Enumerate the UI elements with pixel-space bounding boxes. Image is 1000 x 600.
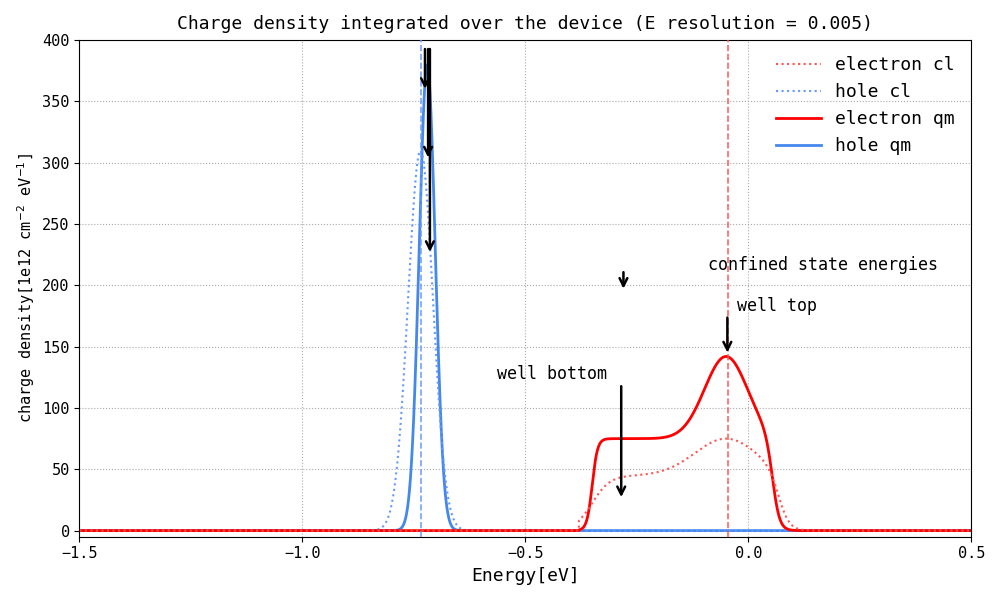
Line: electron qm: electron qm: [79, 356, 971, 530]
electron cl: [712, 436, 724, 443]
electron cl: [908, 527, 920, 534]
hole cl: [495, 527, 507, 534]
hole cl: [415, 147, 427, 154]
electron cl: [73, 527, 85, 534]
electron cl: [720, 435, 732, 442]
electron qm: [965, 527, 977, 534]
hole qm: [908, 527, 920, 534]
Text: confined state energies: confined state energies: [708, 256, 938, 274]
electron qm: [712, 358, 724, 365]
Text: well bottom: well bottom: [497, 365, 607, 383]
hole qm: [965, 527, 977, 534]
hole qm: [613, 527, 625, 534]
Line: hole cl: hole cl: [79, 151, 971, 530]
hole qm: [712, 527, 724, 534]
hole cl: [646, 527, 658, 534]
electron qm: [646, 435, 658, 442]
X-axis label: Energy[eV]: Energy[eV]: [471, 567, 580, 585]
electron qm: [495, 527, 507, 534]
hole qm: [421, 61, 433, 68]
hole cl: [296, 527, 308, 534]
electron qm: [908, 527, 920, 534]
Legend: electron cl, hole cl, electron qm, hole qm: electron cl, hole cl, electron qm, hole …: [769, 49, 962, 163]
Text: well top: well top: [737, 297, 817, 315]
electron qm: [720, 353, 732, 360]
electron qm: [73, 527, 85, 534]
electron cl: [495, 527, 507, 534]
electron cl: [646, 470, 658, 477]
hole cl: [908, 527, 920, 534]
Line: hole qm: hole qm: [79, 65, 971, 530]
electron cl: [613, 475, 625, 482]
Line: electron cl: electron cl: [79, 439, 971, 530]
electron cl: [296, 527, 308, 534]
hole qm: [73, 527, 85, 534]
hole cl: [965, 527, 977, 534]
electron cl: [965, 527, 977, 534]
hole cl: [613, 527, 625, 534]
hole cl: [73, 527, 85, 534]
electron qm: [613, 435, 625, 442]
Title: Charge density integrated over the device (E resolution = 0.005): Charge density integrated over the devic…: [177, 15, 873, 33]
hole qm: [296, 527, 308, 534]
electron qm: [296, 527, 308, 534]
hole qm: [646, 527, 658, 534]
hole cl: [712, 527, 724, 534]
hole qm: [495, 527, 507, 534]
hole cl: [897, 527, 909, 534]
Y-axis label: charge density[1e12 cm$^{-2}$ eV$^{-1}$]: charge density[1e12 cm$^{-2}$ eV$^{-1}$]: [15, 154, 37, 424]
